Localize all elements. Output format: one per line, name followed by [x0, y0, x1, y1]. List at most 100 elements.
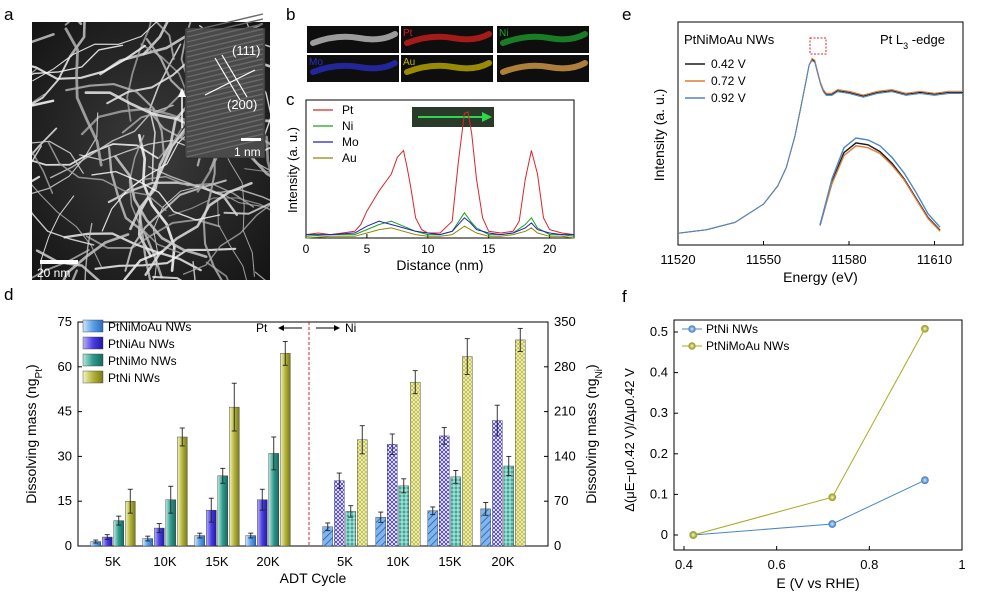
nanowire — [91, 170, 221, 221]
legend-label-e: 0.72 V — [711, 74, 746, 88]
y-tick-label-f: 0.2 — [650, 446, 668, 461]
y-tick-label-f: 0.1 — [650, 486, 668, 501]
ni-bar — [334, 480, 345, 547]
category-label-ni: 10K — [386, 554, 409, 569]
x-axis-title-e: Energy (eV) — [783, 269, 858, 285]
nanowire — [77, 22, 83, 26]
lattice-fringe — [186, 128, 264, 148]
edge-label-sub: 3 — [903, 41, 908, 51]
ni-bar — [357, 439, 368, 547]
chart-title-e: PtNiMoAu NWs — [684, 32, 775, 47]
nanowire — [223, 202, 270, 215]
nanowire — [32, 44, 124, 76]
nanowire — [114, 155, 208, 258]
plane-line-111a — [214, 57, 241, 101]
nanowire — [122, 250, 164, 280]
category-label-pt: 15K — [205, 554, 228, 569]
nanowire — [32, 44, 146, 80]
y-tick-label-right: 70 — [554, 493, 568, 508]
category-label-pt: 10K — [153, 554, 176, 569]
eds-map-label: Pt — [403, 28, 413, 39]
nanowire — [205, 261, 229, 280]
nanowire — [180, 22, 192, 83]
ni-bar — [492, 420, 503, 547]
series-line-mo — [306, 217, 574, 236]
legend-label-e: 0.92 V — [711, 91, 746, 105]
x-tick-label-f: 1 — [958, 557, 965, 572]
nanowire — [124, 179, 227, 272]
lattice-fringe — [186, 53, 264, 73]
ni-bar — [427, 510, 438, 547]
legend-label-d: PtNiAu NWs — [108, 337, 175, 351]
lattice-fringe — [186, 93, 264, 113]
panel-b: b Pt Ni Mo Au — [286, 5, 589, 82]
ni-bar — [439, 435, 450, 547]
panel-letter-c: c — [286, 90, 295, 109]
eds-signal — [500, 31, 588, 46]
y-axis-title-right-sub: Ni — [594, 369, 605, 378]
series-line-au — [305, 225, 575, 239]
legend-label-d: PtNiMoAu NWs — [108, 320, 191, 334]
legend-swatch-d — [82, 336, 104, 350]
eds-map-label: Mo — [309, 57, 323, 68]
y-tick-label-right: 140 — [554, 448, 576, 463]
legend-label-d: PtNiMo NWs — [108, 354, 177, 368]
lattice-fringe — [186, 123, 264, 143]
eds-signal — [404, 60, 492, 75]
nanowire — [40, 195, 75, 280]
eds-map-label: Au — [403, 57, 415, 68]
lattice-fringe — [186, 33, 264, 53]
ni-bar — [398, 485, 409, 547]
nanowire — [265, 135, 270, 175]
panel-letter-a: a — [4, 5, 14, 24]
lattice-fringe — [186, 43, 264, 63]
y-tick-label-left: 45 — [58, 404, 72, 419]
lattice-fringe — [186, 83, 264, 103]
nanowire — [32, 140, 84, 174]
inset-border — [184, 27, 266, 159]
x-tick-label-e: 11520 — [660, 252, 695, 267]
lattice-fringe — [186, 88, 264, 108]
x-tick-label-c: 20 — [543, 242, 557, 256]
y-tick-label-left: 30 — [58, 448, 72, 463]
lattice-fringe — [186, 73, 264, 93]
y-tick-label-f: 0.4 — [650, 365, 668, 380]
eds-map-label: Ni — [499, 28, 508, 39]
legend-label-e: 0.42 V — [711, 57, 746, 71]
nanowire — [137, 133, 176, 272]
nanowire — [62, 233, 130, 280]
arrow-label-ni: Ni — [345, 321, 356, 335]
plane-label-200: (200) — [227, 97, 257, 112]
lattice-fringe — [186, 38, 264, 58]
y-axis-title-left-sub: Pt — [34, 369, 45, 379]
eds-signal — [310, 31, 398, 46]
direction-arrowhead — [178, 88, 186, 97]
y-axis-title-f: Δ(μE−μ0.42 V)/Δμ0.42 V — [622, 368, 637, 512]
nanowire — [217, 191, 270, 210]
x-tick-label-e: 11610 — [917, 252, 952, 267]
lattice-fringe — [186, 103, 264, 123]
legend-label-f: PtNiMoAu NWs — [706, 339, 789, 353]
edge-label-suffix: -edge — [908, 32, 945, 47]
y-tick-label-right: 350 — [554, 314, 576, 329]
nanowire — [32, 143, 159, 166]
data-point — [828, 493, 837, 502]
ni-bar — [462, 356, 473, 547]
edge-label: Pt L3 -edge — [880, 32, 945, 51]
y-axis-title-right: Dissolving mass (ngNi) — [583, 364, 605, 503]
y-tick-label-f: 0.3 — [650, 405, 668, 420]
series-line-pt — [305, 111, 575, 236]
category-label-ni: 20K — [491, 554, 514, 569]
series-line-f — [693, 479, 926, 536]
y-tick-label-left: 15 — [58, 493, 72, 508]
lattice-fringe — [186, 13, 264, 33]
x-tick-label-f: 0.6 — [768, 557, 786, 572]
lattice-fringe — [186, 118, 264, 138]
legend-label: Au — [342, 151, 357, 165]
category-label-pt: 20K — [256, 554, 279, 569]
plane-line-200 — [204, 69, 256, 96]
y-tick-label-right: 280 — [554, 359, 576, 374]
x-axis-title-f: E (V vs RHE) — [776, 575, 859, 591]
pt-bar — [217, 475, 228, 547]
legend-marker-f — [688, 342, 696, 350]
